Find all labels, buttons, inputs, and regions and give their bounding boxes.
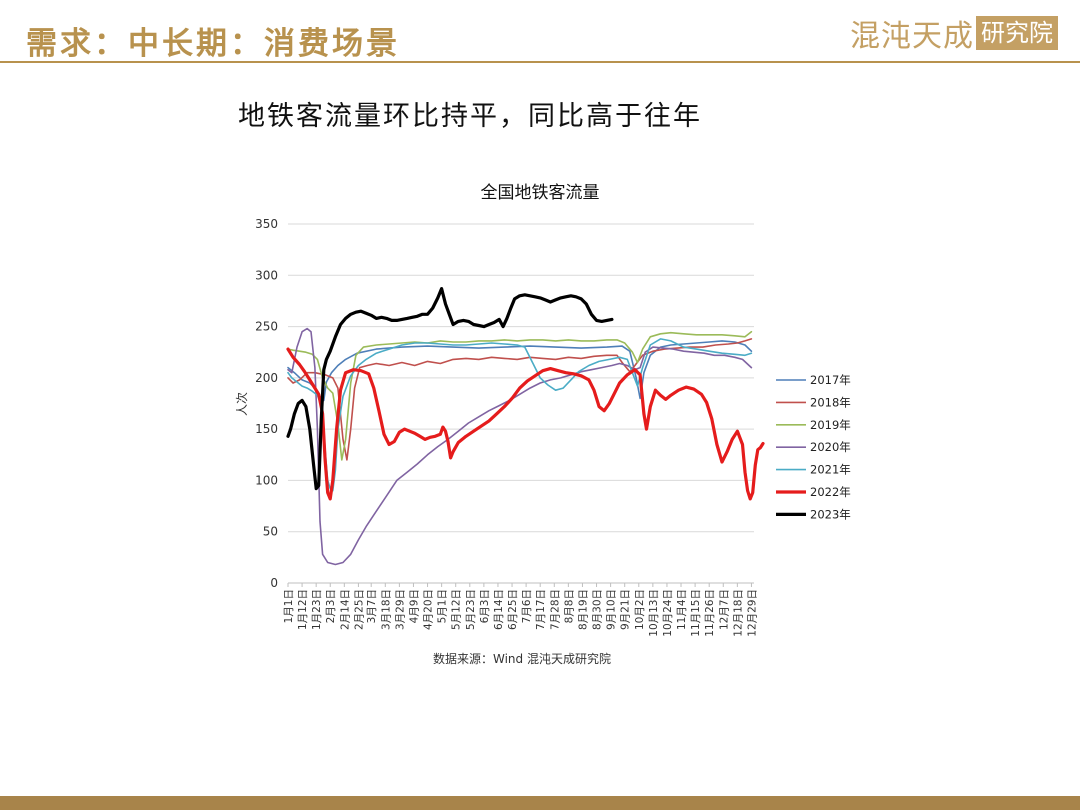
slide-headline: 地铁客流量环比持平，同比高于往年 — [238, 101, 702, 132]
legend-label-5: 2022年 — [810, 485, 851, 499]
logo-main-text: 混沌天成 — [850, 19, 974, 54]
x-tick-label: 9月10日 — [606, 589, 618, 630]
legend-label-4: 2021年 — [810, 463, 851, 477]
x-tick-label: 3月18日 — [380, 589, 392, 630]
x-tick-label: 11月4日 — [676, 589, 688, 630]
y-tick-label: 0 — [270, 576, 278, 590]
y-tick-label: 50 — [263, 525, 278, 539]
x-tick-label: 5月1日 — [437, 589, 449, 623]
x-tick-label: 1月12日 — [297, 589, 309, 630]
y-tick-label: 100 — [255, 473, 278, 487]
x-tick-label: 2月3日 — [325, 589, 337, 623]
y-tick-label: 200 — [255, 371, 278, 385]
y-tick-label: 300 — [255, 268, 278, 282]
logo-box-text: 研究院 — [976, 16, 1058, 50]
x-tick-label: 12月18日 — [732, 589, 744, 637]
x-tick-label: 8月8日 — [563, 589, 575, 623]
x-tick-label: 10月24日 — [662, 589, 674, 637]
x-axis: 1月1日 1月12日 1月23日 2月3日 2月14日 2月25日 3月7日 3月18日 3月2… — [283, 583, 758, 637]
x-tick-label: 8月30日 — [592, 589, 604, 630]
x-tick-label: 7月28日 — [549, 589, 561, 630]
x-tick-label: 11月15日 — [690, 589, 702, 637]
series-line-1 — [287, 338, 753, 461]
y-tick-label: 350 — [255, 217, 278, 231]
source-note: 数据来源：Wind 混沌天成研究院 — [433, 651, 611, 666]
brand-logo: 混沌天成 研究院 — [850, 14, 1058, 54]
x-tick-label: 5月12日 — [451, 589, 463, 630]
series-line-5 — [286, 347, 765, 501]
x-tick-label: 2月14日 — [339, 589, 351, 630]
x-tick-label: 6月25日 — [507, 589, 519, 630]
slide-title: 需求：中长期：消费场景 — [26, 26, 400, 62]
chart-title: 全国地铁客流量 — [481, 183, 600, 203]
y-tick-label: 150 — [255, 422, 278, 436]
x-tick-label: 5月23日 — [465, 589, 477, 630]
x-tick-label: 2月25日 — [353, 589, 365, 630]
x-tick-label: 9月21日 — [620, 589, 632, 630]
legend-label-6: 2023年 — [810, 507, 851, 521]
y-tick-label: 250 — [255, 320, 278, 334]
x-tick-label: 10月2日 — [634, 589, 646, 630]
x-tick-label: 7月17日 — [535, 589, 547, 630]
x-tick-label: 11月26日 — [704, 589, 716, 637]
x-tick-label: 4月9日 — [408, 589, 420, 623]
x-tick-label: 12月29日 — [746, 589, 758, 637]
legend-label-1: 2018年 — [810, 395, 851, 409]
legend-label-3: 2020年 — [810, 440, 851, 454]
series-line-2 — [287, 330, 753, 461]
chart-legend: 2017年 2018年 2019年 2020年 2021年 2022年 2023年 — [776, 373, 851, 521]
x-tick-label: 3月29日 — [394, 589, 406, 630]
x-tick-label: 4月20日 — [423, 589, 435, 630]
x-tick-label: 8月19日 — [577, 589, 589, 630]
x-tick-label: 6月3日 — [479, 589, 491, 623]
x-tick-label: 3月7日 — [366, 589, 378, 623]
plot-area — [286, 287, 765, 566]
series-line-4 — [287, 338, 753, 492]
x-tick-label: 12月7日 — [718, 589, 730, 630]
x-tick-label: 1月23日 — [311, 589, 323, 630]
y-axis: 0 50 100 150 200 250 300 350 — [255, 217, 278, 590]
chart-grid — [288, 223, 754, 584]
series-line-3 — [287, 327, 753, 566]
x-tick-label: 10月13日 — [648, 589, 660, 637]
footer-bar — [0, 796, 1080, 810]
x-tick-label: 1月1日 — [283, 589, 295, 623]
series-line-6 — [286, 287, 614, 491]
legend-label-0: 2017年 — [810, 373, 851, 387]
y-axis-label: 人次 — [235, 392, 249, 416]
x-tick-label: 7月6日 — [521, 589, 533, 623]
header-divider — [0, 61, 1080, 63]
legend-label-2: 2019年 — [810, 418, 851, 432]
x-tick-label: 6月14日 — [493, 589, 505, 630]
